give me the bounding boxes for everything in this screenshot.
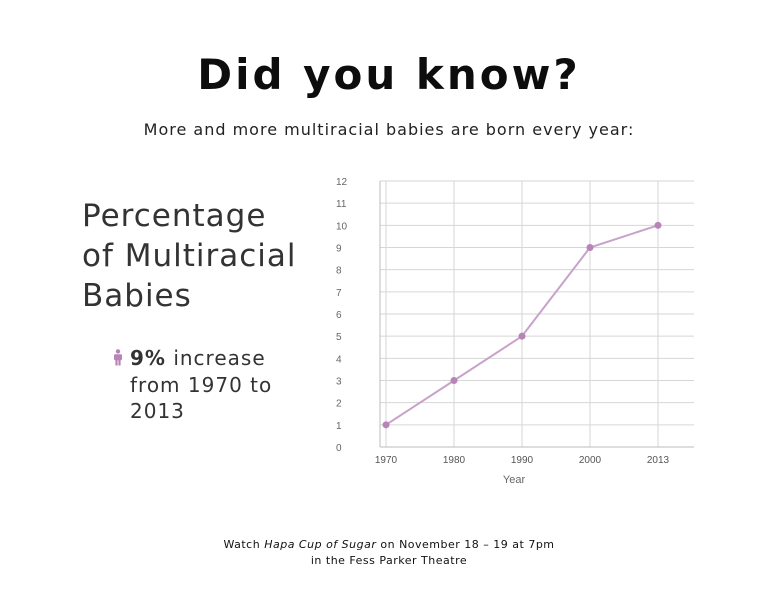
data-point	[518, 332, 526, 340]
data-point	[450, 377, 458, 384]
y-tick-label: 4	[336, 354, 342, 365]
x-tick-label: 1980	[443, 455, 466, 466]
x-tick-label: 1970	[375, 455, 398, 466]
show-title: Hapa Cup of Sugar	[264, 538, 377, 551]
series-points	[382, 221, 662, 429]
increase-period: from 1970 to 2013	[130, 373, 273, 423]
increase-text: increase	[165, 346, 266, 370]
y-tick-label: 2	[336, 399, 342, 410]
increase-percent: 9%	[130, 346, 166, 370]
x-axis-label: Year	[503, 474, 526, 486]
y-tick-label: 12	[336, 177, 348, 188]
footer-line-1: Watch Hapa Cup of Sugar on November 18 –…	[0, 537, 778, 553]
subheadline: More and more multiracial babies are bor…	[143, 120, 635, 139]
y-tick-label: 5	[336, 332, 342, 343]
headline: Did you know?	[197, 50, 581, 99]
chart-title: Percentage of Multiracial Babies	[82, 196, 322, 316]
footer: Watch Hapa Cup of Sugar on November 18 –…	[0, 537, 778, 569]
y-tick-label: 0	[336, 443, 342, 454]
chart-title-line: Babies	[82, 278, 192, 314]
y-tick-label: 10	[336, 221, 348, 232]
grid-lines	[379, 180, 694, 448]
footer-date-time: on November 18 – 19 at 7pm	[376, 538, 555, 551]
chart-title-line: of Multiracial	[82, 238, 297, 274]
x-tick-label: 2000	[579, 455, 602, 466]
footer-prefix: Watch	[223, 538, 265, 551]
x-tick-label: 1990	[511, 455, 534, 466]
increase-callout: 9% increase from 1970 to 2013	[112, 345, 312, 424]
data-point	[586, 244, 594, 251]
data-point	[654, 221, 662, 229]
y-tick-label: 8	[336, 266, 342, 277]
y-tick-label: 6	[336, 310, 342, 321]
y-tick-label: 3	[336, 377, 342, 388]
y-tick-label: 1	[336, 421, 342, 432]
y-tick-label: 7	[336, 288, 342, 299]
data-point	[382, 421, 390, 429]
y-tick-label: 11	[336, 199, 347, 210]
person-icon	[112, 346, 126, 372]
x-axis-ticks: 1970 1980 1990 2000 2013	[375, 455, 670, 466]
y-tick-label: 9	[336, 244, 342, 255]
footer-line-2: in the Fess Parker Theatre	[310, 554, 468, 567]
chart-title-line: Percentage	[82, 198, 267, 234]
x-tick-label: 2013	[647, 455, 670, 466]
